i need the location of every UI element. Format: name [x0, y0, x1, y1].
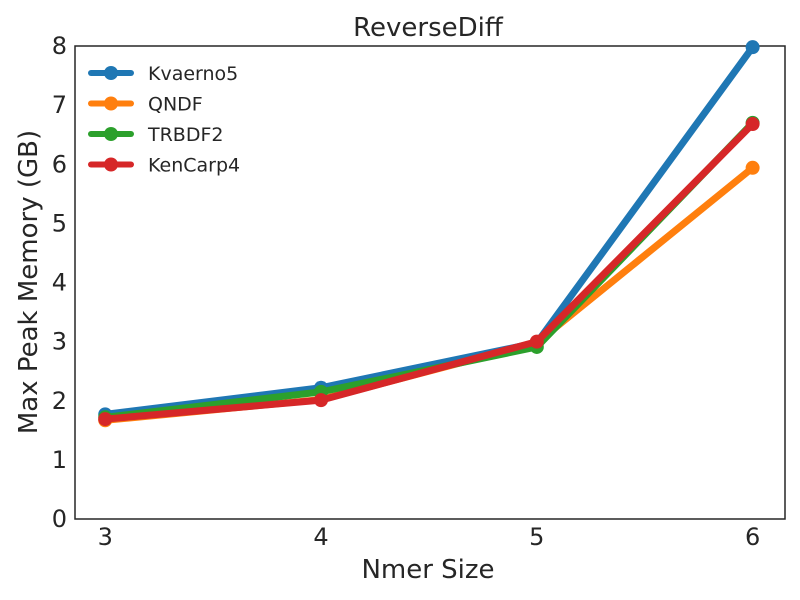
x-axis-ticks: 3 4 5 6 [98, 523, 761, 551]
y-tick-label: 1 [52, 446, 67, 474]
x-tick-label: 6 [745, 523, 760, 551]
series-line [101, 120, 757, 423]
y-tick-label: 3 [52, 328, 67, 356]
y-tick-label: 6 [52, 150, 67, 178]
data-point [529, 334, 544, 349]
y-axis-ticks: 0 1 2 3 4 5 6 7 8 [52, 32, 67, 533]
legend-item-kencarp4: KenCarp4 [88, 155, 240, 177]
y-tick-label: 8 [52, 32, 67, 60]
data-point [745, 40, 760, 55]
legend-item-kvaerno5: Kvaerno5 [88, 63, 238, 85]
series-kencarp4 [98, 117, 760, 427]
legend-item-qndf: QNDF [88, 94, 203, 116]
x-tick-label: 3 [98, 523, 113, 551]
legend-label: KenCarp4 [148, 155, 240, 177]
series-line [101, 43, 757, 418]
legend-label: QNDF [148, 94, 203, 116]
legend-label: TRBDF2 [147, 124, 224, 146]
x-tick-label: 5 [529, 523, 544, 551]
legend-label: Kvaerno5 [148, 63, 238, 85]
legend: Kvaerno5 QNDF TRBDF2 KenCarp4 [88, 63, 240, 177]
y-tick-label: 0 [52, 505, 67, 533]
data-point [314, 393, 329, 408]
legend-swatch-marker [104, 127, 118, 141]
x-tick-label: 4 [313, 523, 328, 551]
x-axis-title: Nmer Size [361, 555, 494, 585]
data-point [745, 117, 760, 132]
legend-item-trbdf2: TRBDF2 [88, 124, 224, 146]
y-axis-title: Max Peak Memory (GB) [14, 130, 44, 434]
chart-title: ReverseDiff [353, 13, 504, 43]
legend-swatch-marker [104, 96, 118, 111]
plot-area [74, 45, 786, 520]
series-layer [98, 40, 760, 428]
legend-swatch-marker [104, 157, 118, 172]
y-tick-label: 4 [52, 269, 67, 297]
plot-frame [74, 45, 786, 520]
y-tick-label: 2 [52, 387, 67, 415]
data-point [745, 160, 760, 175]
legend-swatch-marker [104, 66, 118, 80]
data-point [98, 412, 113, 427]
y-tick-label: 7 [52, 91, 67, 119]
y-tick-label: 5 [52, 209, 67, 237]
